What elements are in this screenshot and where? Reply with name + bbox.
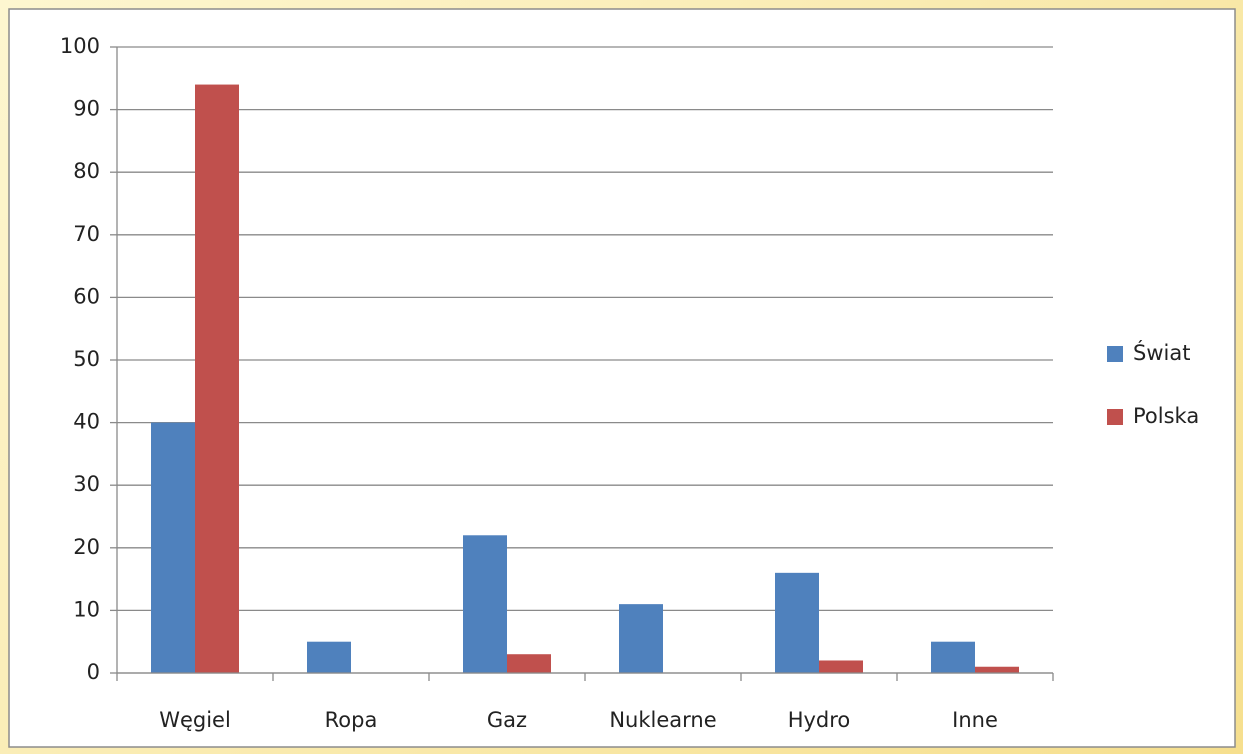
bar	[931, 641, 975, 673]
x-tick-label: Gaz	[487, 708, 527, 732]
bar	[507, 654, 551, 673]
legend-label: Świat	[1133, 340, 1190, 365]
bar	[307, 641, 351, 673]
x-tick-label: Węgiel	[159, 708, 231, 732]
bar	[775, 572, 819, 673]
bar	[151, 422, 195, 673]
y-tick-label: 0	[87, 660, 100, 684]
x-tick-label: Hydro	[788, 708, 851, 732]
bar	[975, 666, 1019, 673]
legend-label: Polska	[1133, 404, 1199, 428]
bar	[819, 660, 863, 673]
bar	[619, 604, 663, 673]
y-tick-label: 30	[73, 472, 100, 496]
y-tick-label: 40	[73, 410, 100, 434]
x-tick-label: Ropa	[325, 708, 378, 732]
y-tick-label: 100	[60, 34, 100, 58]
y-tick-label: 50	[73, 347, 100, 371]
y-tick-label: 80	[73, 159, 100, 183]
y-tick-label: 10	[73, 597, 100, 621]
y-tick-label: 70	[73, 222, 100, 246]
legend-swatch	[1107, 409, 1123, 425]
y-tick-label: 90	[73, 97, 100, 121]
y-tick-label: 20	[73, 535, 100, 559]
y-tick-label: 60	[73, 284, 100, 308]
x-tick-label: Inne	[952, 708, 998, 732]
bar	[463, 535, 507, 673]
legend-swatch	[1107, 346, 1123, 362]
bar	[195, 84, 239, 673]
x-tick-label: Nuklearne	[609, 708, 716, 732]
